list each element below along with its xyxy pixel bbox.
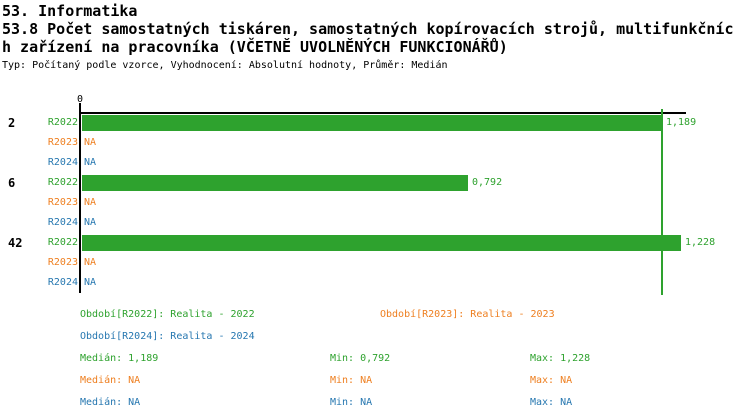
stat-median-r2024: Medián: NA	[80, 397, 141, 408]
page-title: 53. Informatika	[2, 2, 138, 20]
group-label: 6	[8, 176, 16, 190]
na-value-label: NA	[84, 157, 97, 168]
series-label: R2023	[47, 197, 78, 208]
axis-tick-zero-label: 0	[76, 94, 84, 105]
legend-item-r2024: Období[R2024]: Realita - 2024	[80, 331, 255, 342]
bar-chart: 0 2 R2022 1,189 R2023 NA R2024 NA 6 R2022 0,792 R20…	[0, 90, 750, 300]
stat-max-r2024: Max: NA	[530, 397, 573, 408]
bar-value-label: 0,792	[472, 177, 503, 188]
group-label: 42	[8, 236, 23, 250]
indicator-title-line2: h zařízení na pracovníka (VČETNĚ UVOLNĚN…	[2, 38, 508, 56]
stat-median-r2023: Medián: NA	[80, 375, 141, 386]
median-reference-line	[661, 109, 663, 295]
series-label: R2022	[47, 117, 78, 128]
bar	[82, 115, 662, 131]
stat-median-r2022: Medián: 1,189	[80, 353, 159, 364]
bar-value-label: 1,228	[685, 237, 716, 248]
report-meta: Typ: Počítaný podle vzorce, Vyhodnocení:…	[2, 60, 448, 71]
series-label: R2023	[47, 137, 78, 148]
stat-min-r2022: Min: 0,792	[330, 353, 391, 364]
series-label: R2024	[47, 277, 78, 288]
na-value-label: NA	[84, 197, 97, 208]
stat-max-r2022: Max: 1,228	[530, 353, 591, 364]
x-axis-line	[79, 112, 686, 114]
na-value-label: NA	[84, 257, 97, 268]
indicator-title-line1: 53.8 Počet samostatných tiskáren, samost…	[2, 20, 734, 38]
bar	[82, 175, 468, 191]
series-label: R2022	[47, 177, 78, 188]
stat-min-r2024: Min: NA	[330, 397, 373, 408]
na-value-label: NA	[84, 277, 97, 288]
bar-value-label: 1,189	[666, 117, 697, 128]
na-value-label: NA	[84, 137, 97, 148]
bar	[82, 235, 681, 251]
na-value-label: NA	[84, 217, 97, 228]
series-label: R2022	[47, 237, 78, 248]
legend-item-r2022: Období[R2022]: Realita - 2022	[80, 309, 255, 320]
y-axis-line	[79, 103, 81, 293]
series-label: R2024	[47, 157, 78, 168]
series-label: R2024	[47, 217, 78, 228]
legend-item-r2023: Období[R2023]: Realita - 2023	[380, 309, 555, 320]
series-label: R2023	[47, 257, 78, 268]
stat-max-r2023: Max: NA	[530, 375, 573, 386]
stat-min-r2023: Min: NA	[330, 375, 373, 386]
group-label: 2	[8, 116, 16, 130]
